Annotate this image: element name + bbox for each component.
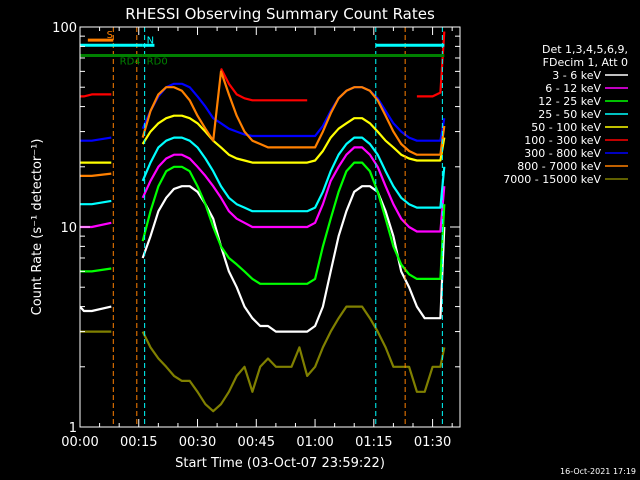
series-line-0 xyxy=(80,185,446,333)
y-tick-label-1: 10 xyxy=(60,221,77,236)
legend-header-line-1: Det 1,3,4,5,6,9, xyxy=(542,43,628,56)
state-label-5: RD0 xyxy=(147,57,168,68)
legend: Det 1,3,4,5,6,9, FDecim 1, Att 0 3 - 6 k… xyxy=(503,43,628,186)
legend-label-5: 100 - 300 keV xyxy=(524,134,601,147)
legend-label-3: 25 - 50 keV xyxy=(538,108,601,121)
legend-label-1: 6 - 12 keV xyxy=(545,82,601,95)
legend-label-2: 12 - 25 keV xyxy=(538,95,601,108)
series-line-1 xyxy=(80,146,446,233)
legend-label-6: 300 - 800 keV xyxy=(524,147,601,160)
x-tick-label-0: 00:00 xyxy=(61,435,98,450)
axes: 00:00 00:15 00:30 00:45 01:00 01:15 01:30 1 10 10… xyxy=(52,21,460,450)
legend-header-line-2: FDecim 1, Att 0 xyxy=(543,56,628,69)
series-line-7 xyxy=(80,70,446,177)
y-tick-label-2: 100 xyxy=(52,21,77,36)
series-line-4 xyxy=(80,114,446,164)
state-label-1: N xyxy=(147,35,154,46)
state-label-0: S xyxy=(107,30,113,41)
timestamp: 16-Oct-2021 17:19 xyxy=(560,467,636,476)
x-tick-label-5: 01:15 xyxy=(355,435,392,450)
x-tick-label-3: 00:45 xyxy=(238,435,275,450)
state-bars: S N RD4 RD0 xyxy=(80,30,445,68)
series-line-6 xyxy=(80,82,446,142)
legend-label-4: 50 - 100 keV xyxy=(531,121,601,134)
legend-label-8: 7000 - 15000 keV xyxy=(503,173,601,186)
series-line-8 xyxy=(80,305,446,413)
series-line-5 xyxy=(80,31,446,102)
legend-label-0: 3 - 6 keV xyxy=(552,69,601,82)
series-layer xyxy=(80,31,446,413)
state-label-4: RD4 xyxy=(120,57,141,68)
x-tick-label-6: 01:30 xyxy=(414,435,451,450)
x-tick-label-1: 00:15 xyxy=(120,435,157,450)
legend-label-7: 800 - 7000 keV xyxy=(517,160,601,173)
series-line-3 xyxy=(80,136,446,213)
chart-title: RHESSI Observing Summary Count Rates xyxy=(125,5,435,23)
x-tick-label-4: 01:00 xyxy=(296,435,333,450)
y-tick-label-0: 1 xyxy=(69,421,77,436)
y-axis-label: Count Rate (s⁻¹ detector⁻¹) xyxy=(30,139,45,316)
x-tick-label-2: 00:30 xyxy=(179,435,216,450)
x-axis-label: Start Time (03-Oct-07 23:59:22) xyxy=(175,456,385,471)
transition-lines xyxy=(79,27,443,427)
